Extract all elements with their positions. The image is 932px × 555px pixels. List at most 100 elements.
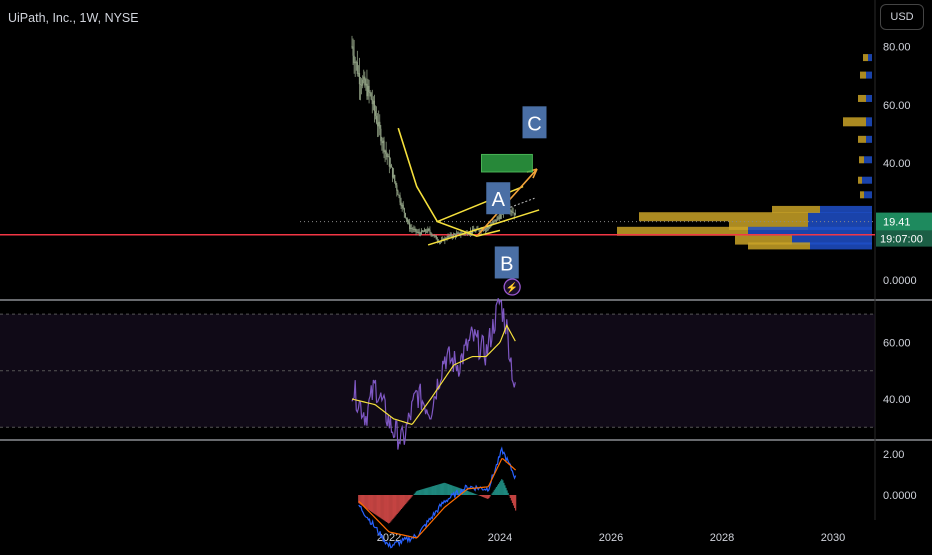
- price-candle-body: [378, 122, 379, 126]
- macd-histogram-bar: [435, 485, 436, 495]
- time-tick-label: 2028: [710, 532, 734, 544]
- macd-histogram-bar: [436, 485, 437, 495]
- macd-histogram-bar: [484, 495, 485, 498]
- price-candle-body: [437, 239, 438, 240]
- volume-profile-bar: [864, 156, 872, 163]
- macd-histogram-bar: [448, 484, 449, 495]
- macd-histogram-bar: [495, 489, 496, 495]
- price-candle-body: [413, 229, 414, 230]
- price-candle-body: [499, 218, 500, 219]
- price-candle-body: [362, 80, 363, 86]
- macd-histogram-bar: [386, 495, 387, 522]
- macd-histogram-bar: [445, 483, 446, 495]
- price-candle-body: [421, 231, 422, 235]
- price-candle-body: [371, 93, 372, 99]
- price-candle-body: [391, 165, 392, 167]
- macd-histogram-bar: [375, 495, 376, 515]
- macd-histogram-bar: [429, 487, 430, 495]
- macd-histogram-bar: [366, 495, 367, 508]
- macd-histogram-bar: [444, 483, 445, 495]
- macd-histogram-bar: [387, 495, 388, 523]
- volume-profile-bar: [820, 206, 872, 213]
- volume-profile-bar: [860, 191, 864, 198]
- macd-histogram-bar: [514, 495, 515, 508]
- volume-profile-bar: [772, 206, 820, 213]
- macd-histogram-bar: [507, 490, 508, 495]
- price-candle-body: [427, 229, 428, 232]
- price-candle-body: [398, 195, 399, 196]
- volume-profile-bar: [858, 136, 866, 143]
- lower-channel-line: [428, 210, 539, 245]
- macd-histogram-bar: [363, 495, 364, 507]
- price-candle-body: [354, 56, 355, 63]
- price-candle-body: [411, 228, 412, 229]
- macd-histogram-bar: [369, 495, 370, 510]
- macd-histogram-bar: [504, 485, 505, 495]
- macd-histogram-bar: [481, 495, 482, 496]
- currency-button[interactable]: USD: [880, 4, 924, 30]
- wave-label: A: [492, 189, 506, 211]
- price-candle-body: [434, 236, 435, 237]
- price-candle-body: [433, 235, 434, 236]
- macd-histogram-bar: [418, 490, 419, 495]
- price-candle-body: [426, 232, 427, 233]
- price-candle-body: [428, 229, 429, 230]
- price-candle-body: [498, 217, 499, 218]
- price-candle-body: [430, 232, 431, 234]
- macd-histogram-bar: [405, 495, 406, 504]
- macd-histogram-bar: [439, 484, 440, 495]
- macd-histogram-bar: [447, 484, 448, 495]
- price-candle-body: [431, 235, 432, 236]
- volume-profile-bar: [843, 117, 866, 126]
- price-candle-body: [382, 141, 383, 143]
- macd-histogram-bar: [449, 484, 450, 495]
- volume-profile-bar: [859, 156, 864, 163]
- macd-histogram-bar: [501, 479, 502, 495]
- macd-histogram-bar: [394, 495, 395, 517]
- macd-histogram-bar: [488, 495, 489, 498]
- macd-histogram-bar: [420, 490, 421, 495]
- macd-histogram-bar: [497, 485, 498, 495]
- macd-histogram-bar: [406, 495, 407, 503]
- price-candle-body: [372, 99, 373, 104]
- macd-histogram-bar: [468, 491, 469, 495]
- last-price-label: 19.41: [883, 217, 911, 229]
- macd-histogram-bar: [377, 495, 378, 516]
- price-candle-body: [408, 222, 409, 223]
- macd-histogram-bar: [421, 489, 422, 495]
- volume-profile-bar: [863, 54, 868, 61]
- price-candle-body: [400, 202, 401, 206]
- macd-histogram-bar: [381, 495, 382, 518]
- countdown-label: 19:07:00: [880, 234, 923, 246]
- price-candle-body: [381, 141, 382, 143]
- price-candle-body: [402, 205, 403, 206]
- price-candle-body: [409, 223, 410, 229]
- macd-histogram-bar: [487, 495, 488, 499]
- macd-histogram-bar: [512, 495, 513, 503]
- macd-histogram-bar: [498, 484, 499, 495]
- lightning-icon: ⚡: [506, 281, 518, 294]
- price-candle-body: [367, 86, 368, 96]
- macd-histogram-bar: [442, 483, 443, 495]
- macd-histogram-bar: [416, 491, 417, 495]
- macd-histogram-bar: [393, 495, 394, 518]
- price-candle-body: [404, 208, 405, 213]
- price-candle-body: [513, 212, 514, 213]
- price-candle-body: [383, 141, 384, 152]
- macd-histogram-bar: [441, 483, 442, 495]
- price-candle-body: [418, 232, 419, 233]
- macd-histogram-bar: [396, 495, 397, 515]
- macd-histogram-bar: [499, 482, 500, 495]
- price-candle-body: [352, 47, 353, 56]
- price-candle-body: [510, 211, 511, 212]
- volume-profile-bar: [864, 191, 872, 198]
- price-candle-body: [424, 230, 425, 232]
- macd-histogram-bar: [392, 495, 393, 519]
- price-candle-body: [379, 122, 380, 129]
- price-candle-body: [370, 92, 371, 93]
- macd-histogram-bar: [502, 480, 503, 495]
- price-candle-body: [364, 77, 365, 86]
- macd-histogram-bar: [515, 495, 516, 511]
